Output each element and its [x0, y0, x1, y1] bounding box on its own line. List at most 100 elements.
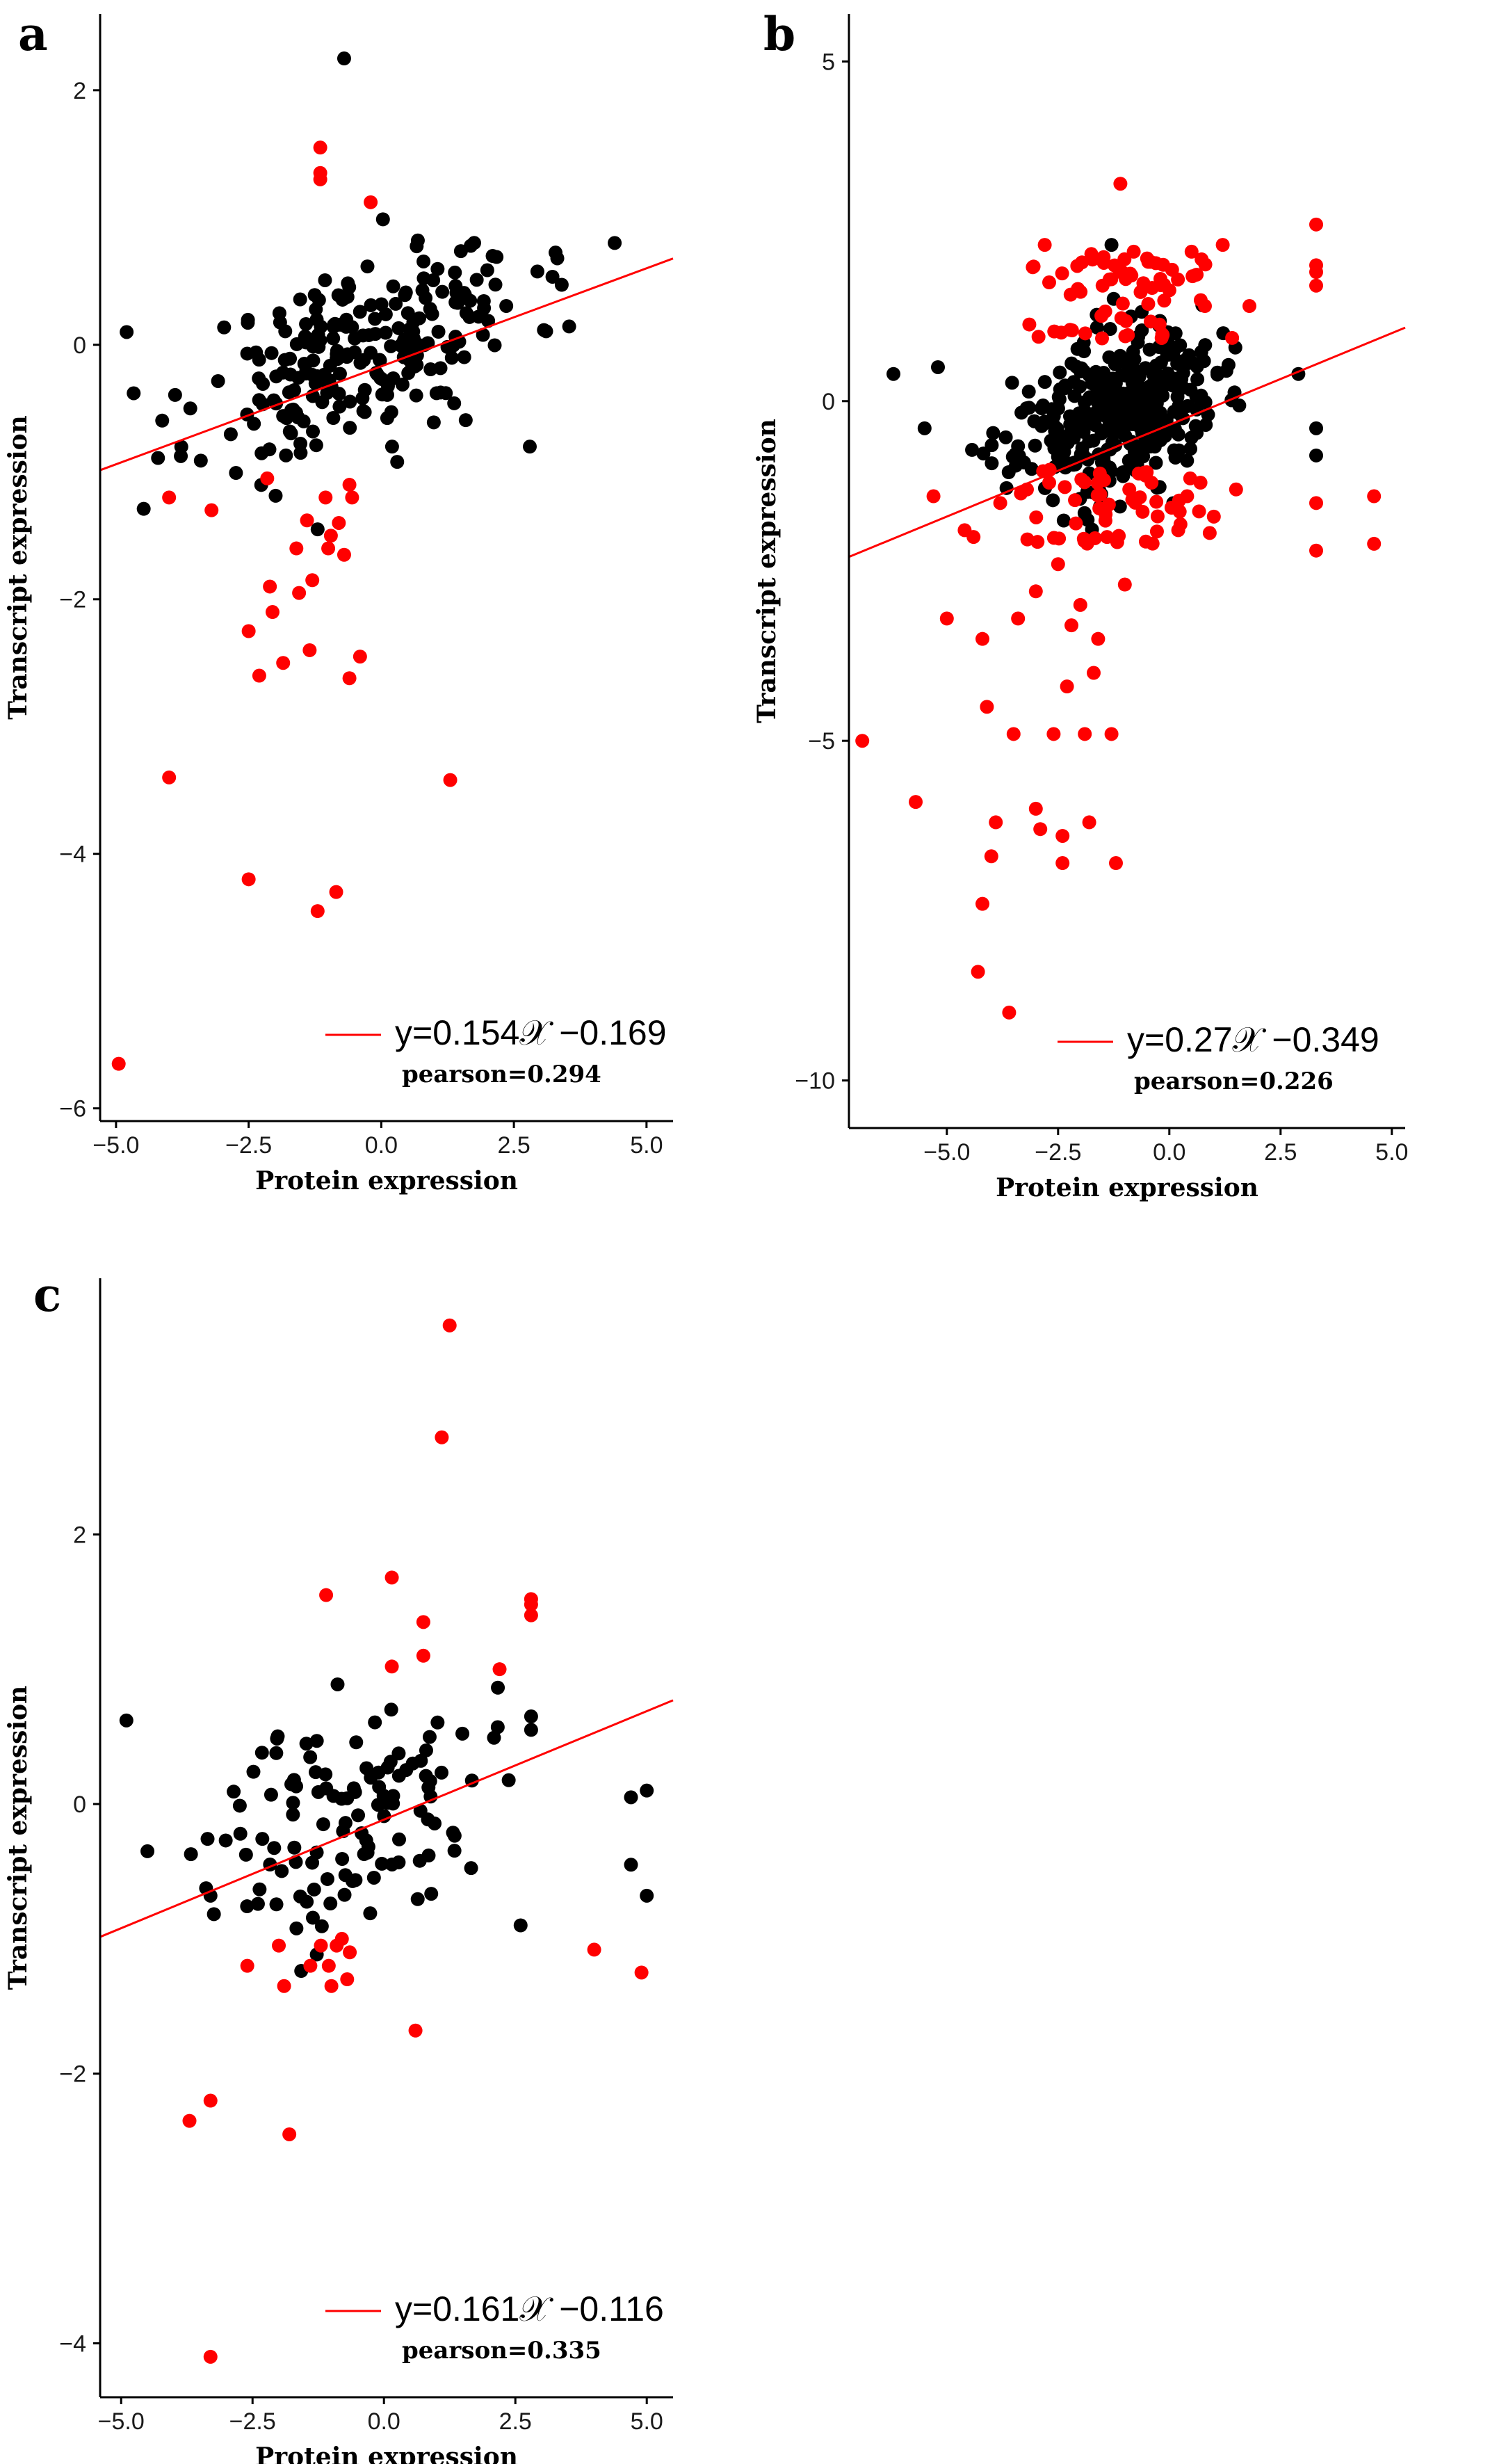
point-outlier [342, 671, 357, 686]
point-in-range [539, 324, 553, 339]
point-outlier [1140, 251, 1154, 266]
point-in-range [378, 325, 393, 340]
point-in-range [232, 1798, 247, 1813]
point-outlier [1046, 727, 1061, 741]
point-in-range [193, 453, 208, 468]
point-outlier [1031, 330, 1046, 344]
point-in-range [1170, 389, 1185, 404]
point-in-range [337, 51, 351, 66]
point-outlier [1078, 326, 1092, 341]
point-in-range [1057, 434, 1071, 449]
point-in-range [375, 212, 390, 227]
point-in-range [233, 1826, 248, 1841]
point-outlier [1051, 557, 1065, 572]
x-tick-label: 2.5 [497, 1132, 530, 1159]
point-in-range [464, 1861, 478, 1876]
point-in-range [353, 355, 368, 370]
point-in-range [464, 239, 478, 253]
point-in-range [608, 236, 622, 250]
point-outlier [1133, 490, 1147, 505]
point-outlier [1028, 584, 1043, 599]
point-in-range [394, 338, 408, 353]
point-outlier [966, 530, 981, 545]
point-in-range [218, 1833, 233, 1848]
point-outlier [1046, 531, 1061, 545]
point-in-range [174, 449, 188, 463]
point-outlier [971, 965, 985, 979]
point-in-range [343, 394, 357, 409]
x-tick-label: 0.0 [1153, 1139, 1185, 1166]
x-axis-title: Protein expression [255, 1166, 518, 1195]
point-outlier [1122, 482, 1137, 497]
point-outlier [1092, 501, 1107, 516]
point-in-range [448, 265, 462, 280]
point-outlier [1082, 815, 1096, 830]
point-outlier [989, 815, 1003, 830]
point-in-range [346, 1781, 361, 1796]
point-in-range [229, 465, 243, 480]
point-in-range [392, 1832, 407, 1846]
point-outlier [1042, 275, 1056, 290]
point-in-range [384, 1857, 399, 1871]
point-in-range [1027, 414, 1042, 428]
point-in-range [227, 1785, 241, 1799]
y-axis-title: Transcript expression [3, 1686, 33, 1990]
point-outlier [263, 579, 277, 594]
point-in-range [523, 440, 537, 454]
point-outlier [1042, 476, 1056, 490]
point-outlier [1193, 476, 1208, 490]
point-in-range [985, 456, 999, 471]
point-in-range [405, 335, 419, 349]
point-outlier [1033, 822, 1048, 837]
point-in-range [289, 1921, 304, 1935]
point-in-range [435, 1765, 449, 1780]
regression-line [99, 257, 674, 472]
point-outlier [1011, 611, 1026, 626]
point-in-range [501, 1773, 516, 1787]
point-in-range [1012, 449, 1026, 463]
point-in-range [296, 414, 311, 428]
point-in-range [1168, 326, 1183, 341]
point-in-range [183, 401, 197, 416]
point-in-range [477, 300, 492, 315]
point-in-range [421, 1812, 435, 1827]
point-outlier [1225, 330, 1240, 345]
point-in-range [155, 413, 170, 428]
legend: y=0.27𝒳 −0.349 pearson=0.226 [1058, 1020, 1379, 1095]
point-outlier [1091, 631, 1106, 646]
point-outlier [182, 2113, 197, 2128]
point-outlier [980, 700, 994, 714]
point-in-range [391, 321, 406, 335]
point-in-range [1197, 354, 1211, 369]
point-in-range [931, 360, 945, 374]
point-outlier [1164, 500, 1179, 515]
point-outlier [319, 1588, 334, 1602]
point-in-range [168, 387, 182, 402]
point-in-range [323, 1897, 338, 1911]
point-in-range [332, 399, 347, 414]
point-in-range [524, 1709, 538, 1724]
point-in-range [476, 328, 490, 342]
point-in-range [348, 345, 362, 360]
point-outlier [1077, 475, 1092, 490]
point-outlier [1084, 247, 1099, 261]
point-outlier [203, 2349, 218, 2364]
point-outlier [1115, 265, 1130, 280]
point-outlier [265, 605, 280, 620]
x-tick-label: 2.5 [1264, 1139, 1297, 1166]
point-outlier [1069, 516, 1083, 531]
point-in-range [217, 320, 232, 335]
point-in-range [275, 1864, 289, 1878]
point-in-range [1021, 385, 1036, 399]
point-outlier [975, 631, 989, 646]
point-in-range [419, 291, 433, 305]
point-outlier [443, 773, 457, 787]
point-outlier [1064, 618, 1078, 633]
point-in-range [1125, 376, 1140, 390]
x-axis-title: Protein expression [255, 2442, 518, 2464]
point-in-range [444, 351, 459, 365]
x-tick-label: 5.0 [630, 1132, 663, 1159]
point-outlier [524, 1597, 538, 1612]
point-outlier [1144, 281, 1159, 296]
point-in-range [1034, 401, 1048, 415]
